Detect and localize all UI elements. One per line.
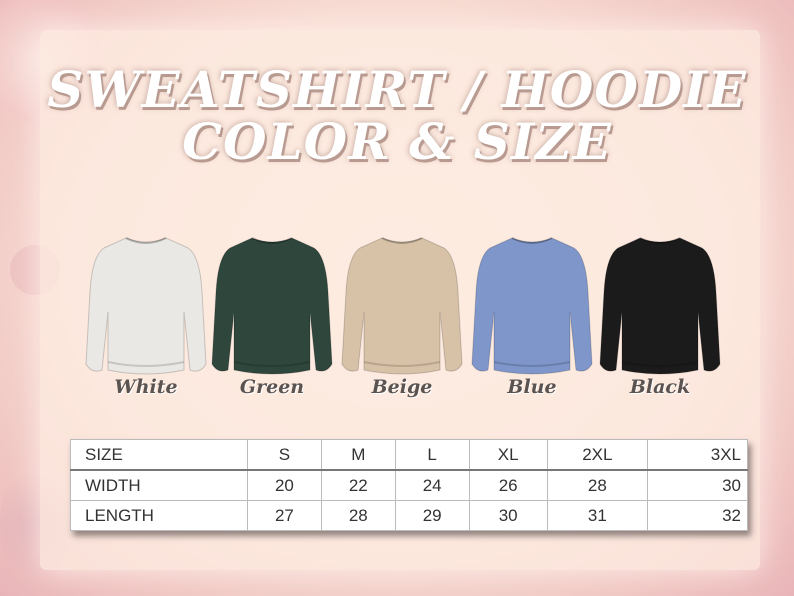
table-cell: 24 (394, 469, 470, 501)
sweatshirt-blue (470, 232, 594, 378)
sweatshirt-black (598, 232, 722, 378)
table-cell: 26 (468, 469, 548, 501)
row-label: WIDTH (70, 469, 248, 501)
table-header-row: SIZE S M L XL 2XL 3XL (70, 439, 749, 471)
header-cell: SIZE (70, 439, 248, 471)
table-cell: 32 (646, 500, 749, 531)
table-cell: 30 (646, 469, 749, 501)
sweatshirt-green (210, 232, 334, 378)
title-line-2: COLOR & SIZE (182, 112, 612, 171)
color-label: Blue (507, 376, 557, 398)
header-cell: XL (468, 439, 548, 471)
table-cell: 28 (546, 469, 648, 501)
color-label: Green (239, 376, 305, 398)
header-cell: 2XL (546, 439, 648, 471)
table-row: WIDTH 20 22 24 26 28 30 (70, 469, 749, 501)
table-cell: 29 (394, 500, 470, 531)
header-cell: M (320, 439, 396, 471)
table-row: LENGTH 27 28 29 30 31 32 (70, 500, 749, 531)
title-line-1: SWEATSHIRT / HOODIE (47, 60, 747, 119)
header-cell: L (394, 439, 470, 471)
size-table: SIZE S M L XL 2XL 3XL WIDTH 20 22 24 26 … (70, 439, 749, 531)
table-cell: 28 (320, 500, 396, 531)
header-cell: S (247, 439, 322, 471)
header-cell: 3XL (646, 439, 749, 471)
table-cell: 30 (468, 500, 548, 531)
table-cell: 20 (247, 469, 322, 501)
table-cell: 31 (546, 500, 648, 531)
row-label: LENGTH (70, 500, 248, 531)
color-label: Beige (371, 376, 433, 398)
sweatshirt-beige (340, 232, 464, 378)
color-label: White (114, 376, 178, 398)
table-cell: 27 (247, 500, 322, 531)
color-label: Black (629, 376, 691, 398)
table-cell: 22 (320, 469, 396, 501)
sweatshirt-white (84, 232, 208, 378)
